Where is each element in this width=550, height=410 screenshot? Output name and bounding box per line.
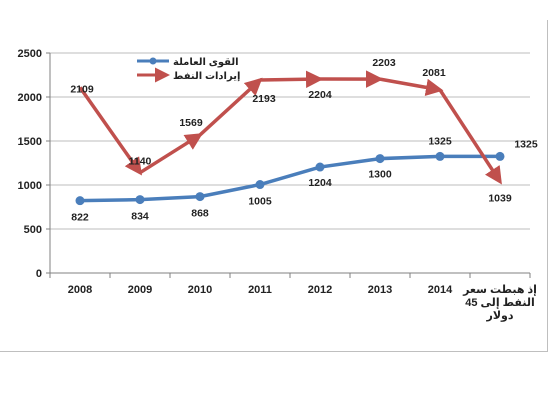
oil-revenue-data-label: 1140 (129, 156, 152, 168)
labor-force-data-label: 1325 (428, 135, 452, 147)
oil-revenue-data-label: 1039 (488, 193, 512, 205)
x-tick-label: دولار (485, 310, 513, 322)
x-tick-label: إذ هبطت سعر (462, 284, 537, 296)
x-tick-label: النفط إلى 45 (465, 297, 534, 309)
y-tick-label: 500 (24, 224, 42, 236)
labor-force-data-label: 834 (131, 211, 149, 223)
labor-force-data-label: 1005 (248, 196, 272, 208)
labor-force-point (495, 151, 505, 161)
y-tick-label: 2500 (18, 48, 42, 60)
labor-force-data-label: 868 (191, 208, 209, 220)
x-tick-label: 2013 (368, 284, 392, 296)
legend: القوى العاملة إيرادات النفط (137, 57, 240, 83)
oil-revenue-data-label: 2109 (70, 83, 94, 95)
oil-revenue-segment (379, 77, 444, 97)
oil-revenue-segment (198, 77, 263, 137)
y-tick-label: 1000 (18, 180, 42, 192)
legend-marker-labor (149, 57, 157, 65)
y-tick-label: 1500 (18, 136, 42, 148)
gridlines (50, 52, 530, 274)
data-labels: 822 834 868 1005 1204 1300 1325 1325 2109 1140 156… (70, 57, 538, 224)
labor-force-data-label: 1300 (368, 169, 392, 181)
oil-revenue-segment (78, 86, 143, 176)
x-tick-label: 2014 (428, 284, 453, 296)
legend-label-oil: إيرادات النفط (173, 71, 240, 82)
line-chart: 0 500 1000 1500 2000 2500 2008 2009 2010 2011 2012… (18, 48, 538, 322)
labor-force-point (75, 196, 85, 206)
labor-force-point (195, 192, 205, 202)
oil-revenue-segment (139, 133, 203, 175)
x-tick-label: 2011 (248, 284, 272, 296)
labor-force-point (315, 162, 325, 172)
labor-force-point (435, 151, 445, 161)
oil-revenue-segment (438, 88, 502, 185)
labor-force-data-label: 1325 (514, 138, 538, 150)
y-tick-label: 2000 (18, 92, 42, 104)
series (75, 70, 505, 206)
labor-force-data-label: 822 (71, 212, 89, 224)
y-tick-label: 0 (36, 268, 42, 280)
axes: 0 500 1000 1500 2000 2500 2008 2009 2010 2011 2012… (18, 48, 537, 322)
labor-force-point (375, 154, 385, 164)
oil-revenue-data-label: 2081 (422, 67, 446, 79)
labor-force-line (79, 154, 500, 203)
labor-force-point (255, 180, 265, 190)
oil-revenue-data-label: 2204 (308, 89, 332, 101)
x-tick-label: 2010 (188, 284, 212, 296)
oil-revenue-data-label: 2193 (252, 93, 276, 105)
labor-force-point (135, 195, 145, 205)
labor-force-data-label: 1204 (308, 177, 332, 189)
oil-revenue-data-label: 1569 (179, 117, 203, 129)
oil-revenue-segment (259, 70, 324, 89)
x-tick-label: 2008 (68, 284, 92, 296)
legend-label-labor: القوى العاملة (173, 57, 239, 68)
oil-revenue-data-label: 2203 (372, 57, 396, 69)
x-tick-label: 2012 (308, 284, 332, 296)
chart-frame: 0 500 1000 1500 2000 2500 2008 2009 2010 2011 2012… (0, 20, 548, 352)
x-tick-label: 2009 (128, 284, 152, 296)
